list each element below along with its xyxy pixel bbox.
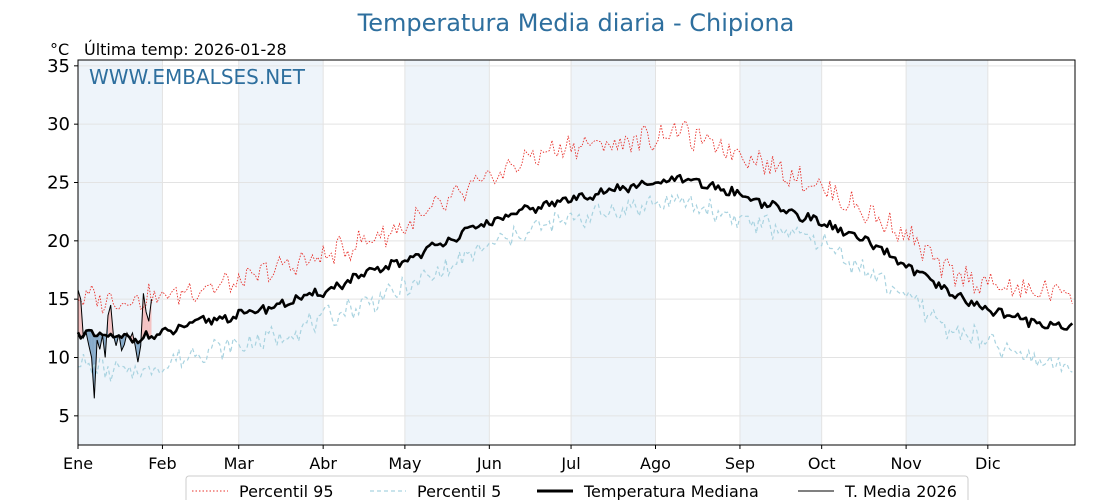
y-tick-label: 15 bbox=[47, 289, 70, 310]
month-band bbox=[906, 60, 988, 445]
y-tick-label: 20 bbox=[47, 231, 70, 252]
shade-above-median bbox=[132, 333, 136, 346]
x-tick-label: Ago bbox=[640, 454, 671, 473]
shade-above-median bbox=[143, 293, 147, 338]
x-tick-label: Jul bbox=[560, 454, 580, 473]
x-tick-label: Mar bbox=[224, 454, 255, 473]
month-band bbox=[238, 60, 324, 445]
legend: Percentil 95 Percentil 5 Temperatura Med… bbox=[185, 475, 969, 504]
y-tick-label: 5 bbox=[59, 406, 70, 427]
month-band bbox=[739, 60, 822, 445]
x-axis-ticks: Ene Feb Mar Abr May Jun Jul Ago Sep Oct Nov Dic bbox=[63, 445, 1001, 473]
y-axis-unit: °C bbox=[50, 40, 69, 59]
shade-above-median bbox=[78, 289, 81, 339]
watermark: WWW.EMBALSES.NET bbox=[89, 65, 306, 89]
shade-below-median bbox=[88, 330, 92, 358]
x-tick-label: Oct bbox=[808, 454, 836, 473]
x-tick-label: Abr bbox=[309, 454, 337, 473]
legend-label-p5: Percentil 5 bbox=[417, 482, 501, 500]
legend-label-median: Temperatura Mediana bbox=[583, 482, 759, 500]
month-bands bbox=[78, 60, 988, 445]
legend-label-current: T. Media 2026 bbox=[844, 482, 957, 500]
month-band bbox=[404, 60, 490, 445]
month-band bbox=[78, 60, 163, 445]
x-tick-label: Ene bbox=[63, 454, 93, 473]
grid-lines bbox=[77, 60, 1075, 445]
y-tick-label: 10 bbox=[47, 348, 70, 369]
plot-frame bbox=[77, 59, 1076, 446]
x-tick-label: Nov bbox=[890, 454, 921, 473]
shade-above-median bbox=[148, 299, 152, 339]
x-tick-label: Feb bbox=[148, 454, 176, 473]
last-temp-label: Última temp: 2026-01-28 bbox=[84, 40, 287, 59]
series-median-line bbox=[76, 173, 1074, 345]
series-p95-line bbox=[77, 119, 1073, 315]
y-tick-label: 35 bbox=[47, 56, 70, 77]
series-current-year-line bbox=[77, 289, 152, 399]
y-tick-label: 25 bbox=[47, 173, 70, 194]
legend-label-p95: Percentil 95 bbox=[239, 482, 334, 500]
y-axis-ticks: 5 10 15 20 25 30 35 bbox=[47, 56, 78, 427]
series-lines bbox=[76, 119, 1074, 399]
chart-title: Temperatura Media diaria - Chipiona bbox=[357, 9, 795, 37]
x-tick-label: Jun bbox=[476, 454, 502, 473]
month-band bbox=[571, 60, 656, 445]
x-tick-label: May bbox=[388, 454, 421, 473]
x-tick-label: Sep bbox=[725, 454, 755, 473]
y-tick-label: 30 bbox=[47, 114, 70, 135]
legend-box bbox=[185, 475, 969, 504]
x-tick-label: Dic bbox=[975, 454, 1001, 473]
series-p5-line bbox=[77, 193, 1073, 382]
